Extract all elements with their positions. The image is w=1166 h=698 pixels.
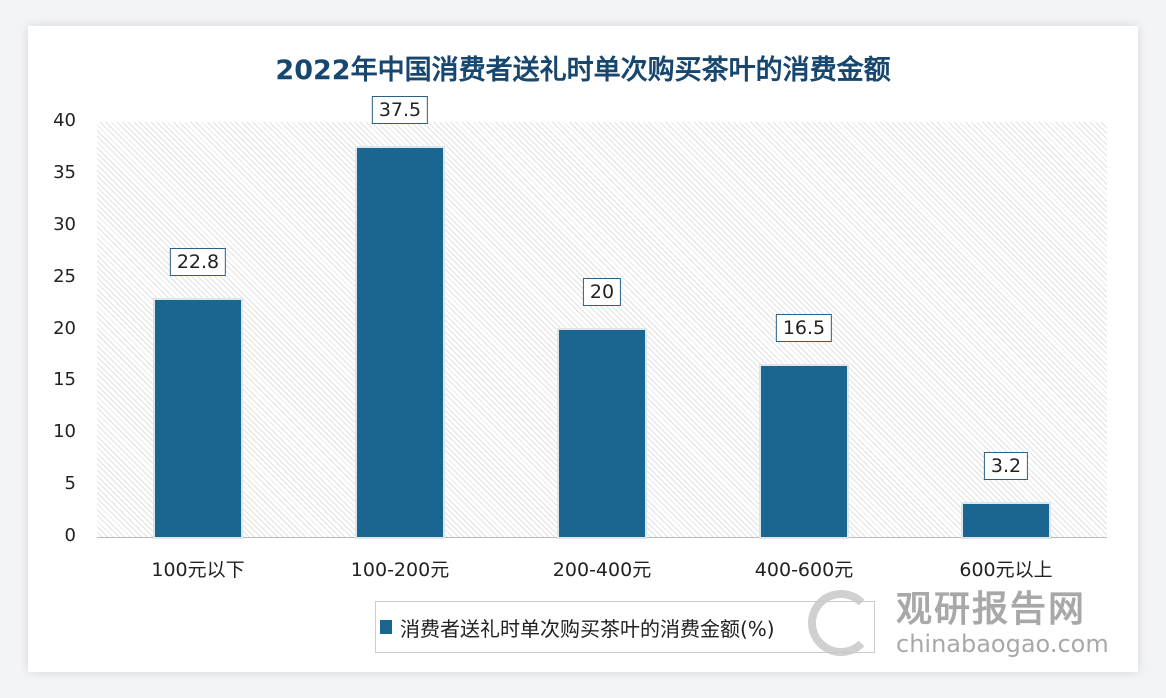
x-tick-label: 400-600元 <box>754 559 854 581</box>
legend: 消费者送礼时单次购买茶叶的消费金额(%) <box>375 601 875 653</box>
data-label: 22.8 <box>169 248 227 277</box>
x-tick-label: 100元以下 <box>151 559 245 581</box>
x-axis-line <box>97 537 1107 538</box>
x-tick-label: 200-400元 <box>552 559 652 581</box>
data-label: 16.5 <box>775 313 833 342</box>
data-label: 37.5 <box>371 95 429 124</box>
bar <box>357 147 443 537</box>
y-tick-label: 5 <box>64 473 76 495</box>
chart-title: 2022年中国消费者送礼时单次购买茶叶的消费金额 <box>275 55 891 86</box>
x-tick-label: 100-200元 <box>350 559 450 581</box>
watermark-logo-icon <box>808 590 874 656</box>
y-tick-label: 20 <box>53 317 76 339</box>
legend-swatch <box>380 620 392 634</box>
y-tick-label: 15 <box>53 369 76 391</box>
bar <box>155 300 241 537</box>
watermark-url: chinabaogao.com <box>896 630 1109 658</box>
x-tick-label: 600元以上 <box>959 559 1053 581</box>
y-tick-label: 25 <box>53 265 76 287</box>
bar <box>761 365 847 537</box>
watermark-name: 观研报告网 <box>896 589 1087 630</box>
legend-label: 消费者送礼时单次购买茶叶的消费金额(%) <box>400 616 775 641</box>
y-tick-label: 0 <box>64 525 76 546</box>
y-tick-label: 30 <box>53 213 76 235</box>
y-tick-label: 35 <box>53 161 76 183</box>
data-label: 20 <box>582 277 622 306</box>
y-tick-label: 40 <box>53 110 76 131</box>
watermark: 观研报告网 chinabaogao.com <box>808 590 1109 658</box>
bar <box>559 329 645 537</box>
data-label: 3.2 <box>983 451 1029 480</box>
bar <box>963 503 1049 537</box>
y-tick-label: 10 <box>53 421 76 443</box>
